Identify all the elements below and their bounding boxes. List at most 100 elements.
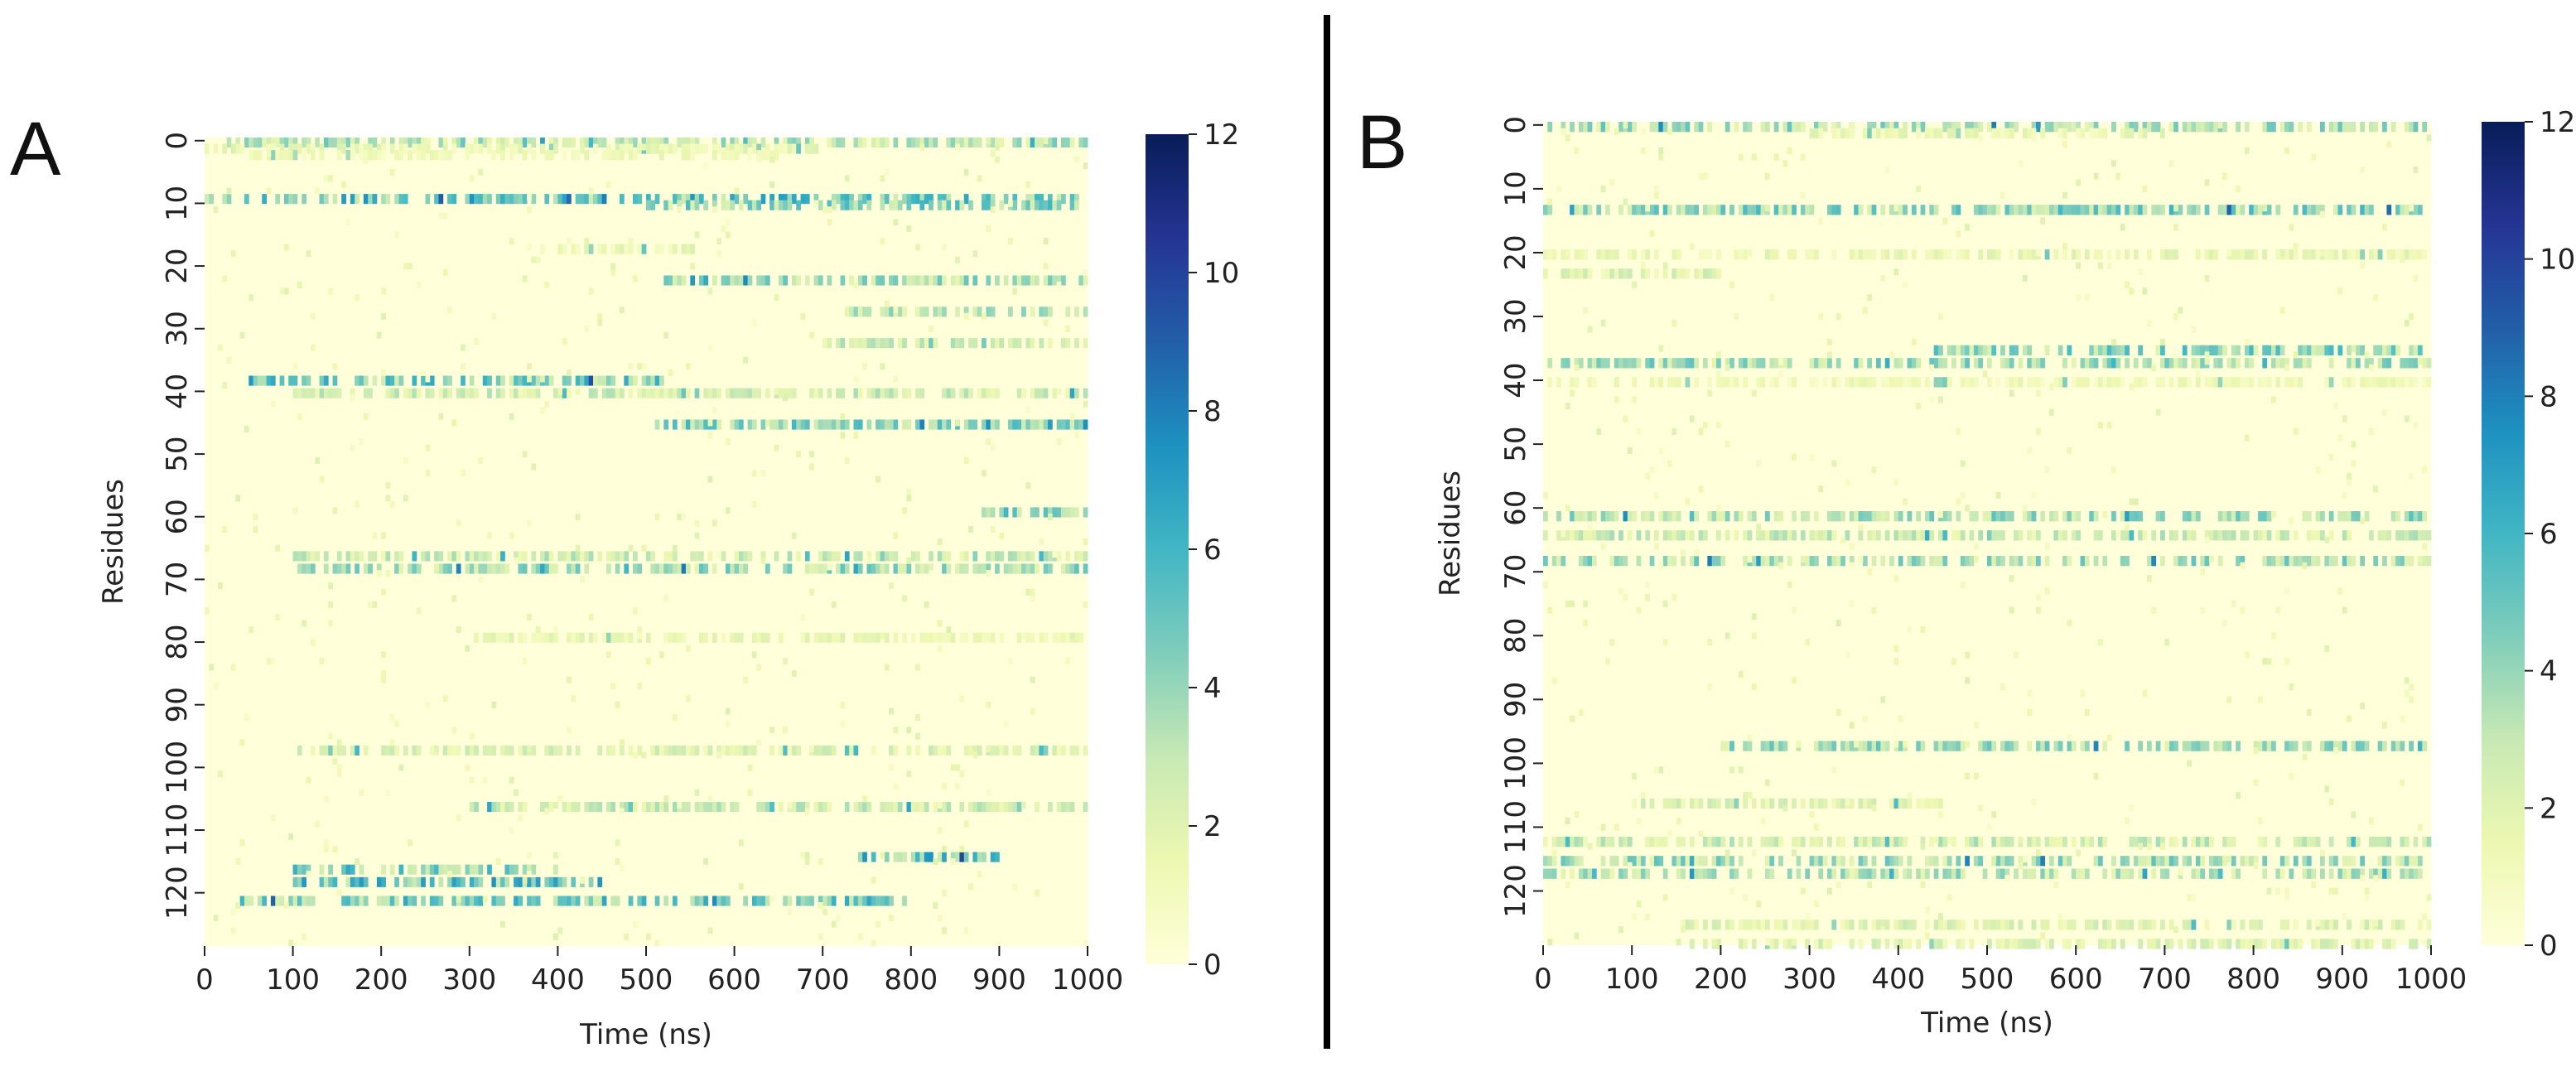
heatmap-cell (610, 896, 616, 906)
heatmap-cell (624, 632, 630, 643)
heatmap-cell (381, 651, 386, 659)
heatmap-cell (593, 375, 598, 386)
heatmap-cell (257, 138, 263, 148)
heatmap-cell (2320, 122, 2325, 133)
heatmap-cell (1862, 856, 1868, 867)
heatmap-cell (2133, 122, 2139, 133)
heatmap-cell (2089, 205, 2095, 215)
heatmap-cell (1911, 338, 1917, 346)
heatmap-cell (1623, 837, 1628, 847)
heatmap-cell (2231, 345, 2236, 356)
heatmap-cell (959, 138, 965, 148)
heatmap-cell (1698, 172, 1704, 180)
heatmap-cell (919, 419, 925, 430)
heatmap-cell (1942, 741, 1948, 751)
heatmap-cell (2244, 651, 2250, 659)
heatmap-cell (385, 388, 391, 398)
heatmap-cell (690, 551, 696, 562)
heatmap-cell (1831, 766, 1837, 774)
heatmap-cell (478, 563, 484, 574)
heatmap-cell (1978, 345, 1984, 356)
heatmap-cell (1809, 358, 1815, 369)
heatmap-cell (1676, 511, 1681, 522)
heatmap-cell (2333, 920, 2338, 930)
heatmap-cell (2142, 205, 2148, 215)
heatmap-cell (1907, 920, 1913, 930)
heatmap-cell (553, 138, 558, 148)
heatmap-cell (2111, 868, 2116, 879)
heatmap-cell (1570, 837, 1575, 847)
heatmap-cell (1792, 606, 1797, 614)
heatmap-cell (1956, 868, 1961, 879)
heatmap-cell (465, 896, 470, 906)
heatmap-cell (1884, 530, 1890, 541)
heatmap-cell (1556, 511, 1561, 522)
heatmap-cell (986, 570, 991, 577)
heatmap-cell (1605, 122, 1610, 133)
heatmap-cell (1039, 745, 1044, 756)
heatmap-cell (990, 307, 996, 317)
heatmap-cell (2217, 530, 2223, 541)
heatmap-cell (915, 307, 920, 317)
heatmap-cell (1012, 507, 1018, 518)
heatmap-cell (580, 375, 585, 386)
heatmap-cell (2142, 837, 2148, 847)
heatmap-cell (876, 563, 880, 574)
heatmap-cell (2160, 338, 2165, 346)
heatmap-cell (1862, 249, 1868, 260)
heatmap-cell (584, 551, 590, 562)
heatmap-cell (1707, 205, 1713, 215)
heatmap-cell (2076, 939, 2081, 949)
heatmap-cell (1978, 804, 1984, 812)
heatmap-cell (774, 551, 779, 562)
heatmap-cell (2168, 358, 2174, 369)
heatmap-cell (2120, 511, 2125, 522)
heatmap-cell (1956, 249, 1961, 260)
heatmap-cell (588, 244, 594, 254)
heatmap-cell (1916, 555, 1921, 567)
heatmap-cell (2098, 345, 2103, 356)
heatmap-cell (2236, 345, 2241, 356)
heatmap-cell (690, 200, 696, 210)
heatmap-cell (1069, 138, 1075, 148)
heatmap-cell (2382, 358, 2387, 369)
heatmap-cell (791, 275, 797, 286)
heatmap-cell (2355, 741, 2361, 751)
heatmap-cell (884, 551, 890, 562)
heatmap-cell (1982, 370, 1988, 378)
heatmap-cell (672, 388, 678, 398)
heatmap-cell (1043, 419, 1049, 430)
heatmap-cell (514, 876, 519, 887)
heatmap-cell (924, 563, 929, 574)
heatmap-cell (1632, 798, 1637, 809)
heatmap-cell (800, 896, 806, 906)
heatmap-cell (2035, 389, 2041, 397)
heatmap-cell (624, 551, 630, 562)
heatmap-cell (933, 419, 938, 430)
heatmap-cell (2266, 658, 2272, 665)
heatmap-cell (902, 507, 907, 514)
heatmap-cell (2102, 555, 2108, 567)
heatmap-cell (2373, 377, 2379, 388)
heatmap-cell (1623, 358, 1628, 369)
heatmap-cell (301, 194, 306, 205)
heatmap-cell (1729, 741, 1734, 751)
heatmap-cell (725, 507, 731, 514)
heatmap-cell (809, 331, 814, 339)
heatmap-cell (1796, 837, 1802, 847)
heatmap-cell (1561, 530, 1566, 538)
heatmap-cell (977, 563, 982, 574)
heatmap-cell (2311, 153, 2317, 161)
heatmap-cell (2400, 856, 2405, 867)
heatmap-cell (620, 138, 625, 148)
heatmap-cell (1689, 415, 1695, 422)
heatmap-cell (1738, 249, 1744, 260)
x-tick-label: 1000 (2395, 963, 2467, 996)
heatmap-cell (301, 551, 306, 562)
heatmap-cell (1765, 741, 1770, 751)
heatmap-cell (2168, 160, 2174, 167)
heatmap-cell (937, 915, 943, 922)
heatmap-cell (2071, 377, 2077, 388)
heatmap-cell (738, 143, 744, 154)
heatmap-cell (279, 143, 285, 154)
